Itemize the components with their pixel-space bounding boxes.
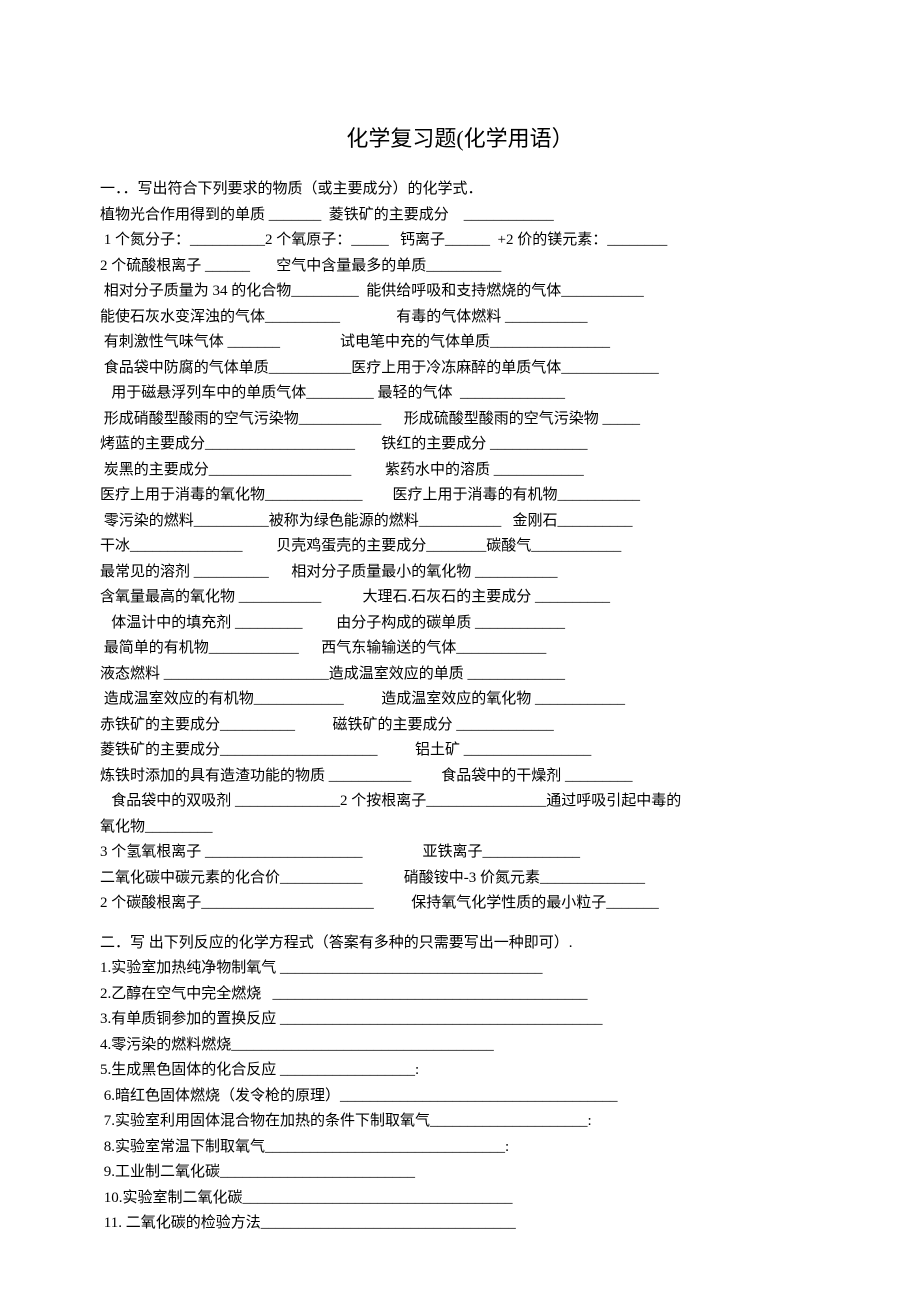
q-line: 2 个碳酸根离子_______________________ 保持氧气化学性质… bbox=[100, 891, 820, 917]
q-line: 5.生成黑色固体的化合反应 __________________: bbox=[100, 1058, 820, 1084]
q-line: 菱铁矿的主要成分_____________________ 铝土矿 ______… bbox=[100, 738, 820, 764]
spacer bbox=[100, 917, 820, 931]
q-line: 赤铁矿的主要成分__________ 磁铁矿的主要成分 ____________… bbox=[100, 713, 820, 739]
q-line: 有刺激性气味气体 _______ 试电笔中充的气体单质_____________… bbox=[100, 330, 820, 356]
q-line: 烤蓝的主要成分____________________ 铁红的主要成分 ____… bbox=[100, 432, 820, 458]
q-line: 零污染的燃料__________被称为绿色能源的燃料___________ 金刚… bbox=[100, 509, 820, 535]
q-line: 7.实验室利用固体混合物在加热的条件下制取氧气_________________… bbox=[100, 1109, 820, 1135]
q-line: 8.实验室常温下制取氧气____________________________… bbox=[100, 1135, 820, 1161]
section-2-heading: 二．写 出下列反应的化学方程式（答案有多种的只需要写出一种即可）. bbox=[100, 931, 820, 957]
q-line: 医疗上用于消毒的氧化物_____________ 医疗上用于消毒的有机物____… bbox=[100, 483, 820, 509]
q-line: 能使石灰水变浑浊的气体__________ 有毒的气体燃料 __________… bbox=[100, 305, 820, 331]
q-line: 干冰_______________ 贝壳鸡蛋壳的主要成分________碳酸气_… bbox=[100, 534, 820, 560]
q-line: 炼铁时添加的具有造渣功能的物质 ___________ 食品袋中的干燥剂 ___… bbox=[100, 764, 820, 790]
q-line: 植物光合作用得到的单质 _______ 菱铁矿的主要成分 ___________… bbox=[100, 203, 820, 229]
q-line: 食品袋中的双吸剂 ______________2 个按根离子__________… bbox=[100, 789, 820, 815]
q-line: 3.有单质铜参加的置换反应 __________________________… bbox=[100, 1007, 820, 1033]
q-line: 氧化物_________ bbox=[100, 815, 820, 841]
q-line: 造成温室效应的有机物____________ 造成温室效应的氧化物 ______… bbox=[100, 687, 820, 713]
q-line: 最常见的溶剂 __________ 相对分子质量最小的氧化物 _________… bbox=[100, 560, 820, 586]
q-line: 液态燃料 ______________________造成温室效应的单质 ___… bbox=[100, 662, 820, 688]
q-line: 3 个氢氧根离子 _____________________ 亚铁离子_____… bbox=[100, 840, 820, 866]
q-line: 2.乙醇在空气中完全燃烧 ___________________________… bbox=[100, 982, 820, 1008]
q-line: 最简单的有机物____________ 西气东输输送的气体___________… bbox=[100, 636, 820, 662]
q-line: 形成硝酸型酸雨的空气污染物___________ 形成硫酸型酸雨的空气污染物 _… bbox=[100, 407, 820, 433]
q-line: 2 个硫酸根离子 ______ 空气中含量最多的单质__________ bbox=[100, 254, 820, 280]
page-title: 化学复习题(化学用语） bbox=[100, 120, 820, 157]
q-line: 6.暗红色固体燃烧（发令枪的原理）_______________________… bbox=[100, 1084, 820, 1110]
q-line: 10.实验室制二氧化碳_____________________________… bbox=[100, 1186, 820, 1212]
document-page: 化学复习题(化学用语） 一．．写出符合下列要求的物质（或主要成分）的化学式． 植… bbox=[0, 0, 920, 1297]
q-line: 9.工业制二氧化碳__________________________ bbox=[100, 1160, 820, 1186]
q-line: 1 个氮分子：__________2 个氧原子：_____ 钙离子______ … bbox=[100, 228, 820, 254]
q-line: 炭黑的主要成分___________________ 紫药水中的溶质 _____… bbox=[100, 458, 820, 484]
q-line: 食品袋中防腐的气体单质___________医疗上用于冷冻麻醉的单质气体____… bbox=[100, 356, 820, 382]
q-line: 二氧化碳中碳元素的化合价___________ 硝酸铵中-3 价氮元素_____… bbox=[100, 866, 820, 892]
q-line: 11. 二氧化碳的检验方法___________________________… bbox=[100, 1211, 820, 1237]
q-line: 用于磁悬浮列车中的单质气体_________ 最轻的气体 ___________… bbox=[100, 381, 820, 407]
q-line: 含氧量最高的氧化物 ___________ 大理石.石灰石的主要成分 _____… bbox=[100, 585, 820, 611]
section-1-heading: 一．．写出符合下列要求的物质（或主要成分）的化学式． bbox=[100, 177, 820, 203]
q-line: 体温计中的填充剂 _________ 由分子构成的碳单质 ___________… bbox=[100, 611, 820, 637]
q-line: 4.零污染的燃料燃烧______________________________… bbox=[100, 1033, 820, 1059]
q-line: 1.实验室加热纯净物制氧气 __________________________… bbox=[100, 956, 820, 982]
q-line: 相对分子质量为 34 的化合物_________ 能供给呼吸和支持燃烧的气体__… bbox=[100, 279, 820, 305]
